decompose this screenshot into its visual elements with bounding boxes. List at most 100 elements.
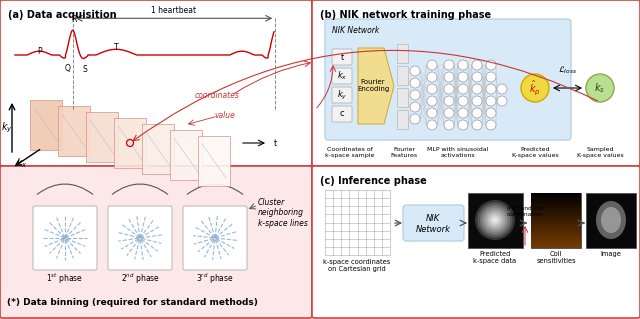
FancyBboxPatch shape <box>325 19 571 140</box>
Circle shape <box>486 72 496 82</box>
Bar <box>531 230 581 231</box>
FancyBboxPatch shape <box>332 49 352 65</box>
Circle shape <box>458 108 468 118</box>
Bar <box>531 194 581 195</box>
Circle shape <box>488 212 502 227</box>
Text: Fourier
Encoding: Fourier Encoding <box>357 79 389 93</box>
Bar <box>531 224 581 225</box>
Circle shape <box>458 120 468 130</box>
Circle shape <box>480 205 510 235</box>
Circle shape <box>486 84 496 94</box>
Text: Q: Q <box>65 63 70 72</box>
Bar <box>531 203 581 204</box>
Bar <box>531 219 581 220</box>
Text: $k_x$: $k_x$ <box>337 70 347 82</box>
Bar <box>531 234 581 235</box>
Text: Sampled
K-space values: Sampled K-space values <box>577 147 623 158</box>
Bar <box>531 239 581 240</box>
Bar <box>531 228 581 229</box>
Bar <box>531 223 581 224</box>
Circle shape <box>477 203 513 238</box>
Bar <box>531 214 581 215</box>
Bar <box>531 232 581 233</box>
Bar <box>531 241 581 242</box>
Text: c: c <box>340 109 344 118</box>
Text: P: P <box>37 48 42 56</box>
Bar <box>531 205 581 206</box>
Circle shape <box>444 120 454 130</box>
Circle shape <box>486 60 496 70</box>
Text: S: S <box>83 65 87 75</box>
Bar <box>531 242 581 243</box>
Bar <box>531 193 581 248</box>
FancyBboxPatch shape <box>0 166 312 318</box>
FancyBboxPatch shape <box>397 66 408 85</box>
Circle shape <box>586 74 614 102</box>
Text: coordinates: coordinates <box>195 91 240 100</box>
Bar <box>531 225 581 226</box>
Circle shape <box>410 102 420 112</box>
Polygon shape <box>86 112 118 162</box>
FancyBboxPatch shape <box>312 0 640 166</box>
FancyBboxPatch shape <box>312 166 640 318</box>
Circle shape <box>444 72 454 82</box>
Bar <box>531 197 581 198</box>
Circle shape <box>410 114 420 124</box>
Polygon shape <box>358 48 394 124</box>
FancyBboxPatch shape <box>183 206 247 270</box>
Circle shape <box>410 66 420 76</box>
Text: $k_x$: $k_x$ <box>16 156 28 170</box>
Bar <box>531 231 581 232</box>
Bar <box>586 193 636 248</box>
Bar <box>531 212 581 213</box>
Bar <box>531 247 581 248</box>
Bar <box>531 229 581 230</box>
Circle shape <box>427 96 437 106</box>
Bar <box>531 209 581 210</box>
Circle shape <box>427 60 437 70</box>
Text: t: t <box>274 138 277 147</box>
Text: value: value <box>214 110 236 120</box>
Text: 2$^{nd}$ phase: 2$^{nd}$ phase <box>120 272 159 286</box>
Text: k-space coordinates
on Cartesian grid: k-space coordinates on Cartesian grid <box>323 259 390 272</box>
Circle shape <box>497 84 507 94</box>
Text: 1 heartbeat: 1 heartbeat <box>152 6 196 15</box>
Circle shape <box>458 60 468 70</box>
FancyBboxPatch shape <box>403 205 464 241</box>
Text: 3$^{rd}$ phase: 3$^{rd}$ phase <box>196 272 234 286</box>
Bar <box>531 196 581 197</box>
Circle shape <box>458 72 468 82</box>
Circle shape <box>458 96 468 106</box>
Bar <box>531 211 581 212</box>
Circle shape <box>475 200 515 240</box>
FancyBboxPatch shape <box>332 106 352 122</box>
FancyBboxPatch shape <box>397 88 408 108</box>
Bar <box>531 226 581 227</box>
Bar <box>531 243 581 244</box>
Polygon shape <box>142 124 174 174</box>
Polygon shape <box>58 106 90 156</box>
Bar <box>531 240 581 241</box>
Circle shape <box>521 74 549 102</box>
Bar <box>531 201 581 202</box>
Text: (c) Inference phase: (c) Inference phase <box>320 176 427 186</box>
Circle shape <box>444 96 454 106</box>
Text: $k_s$: $k_s$ <box>595 81 605 95</box>
Bar <box>531 246 581 247</box>
FancyBboxPatch shape <box>397 44 408 63</box>
Text: R: R <box>71 15 76 24</box>
Text: $k_y$: $k_y$ <box>337 88 347 101</box>
Circle shape <box>472 108 482 118</box>
Text: $\mathcal{L}_{loss}$: $\mathcal{L}_{loss}$ <box>558 64 577 76</box>
Text: (a) Data acquisition: (a) Data acquisition <box>8 10 116 20</box>
Bar <box>468 193 523 248</box>
Circle shape <box>485 210 505 230</box>
Bar <box>531 236 581 237</box>
Text: Image: Image <box>600 251 621 257</box>
Bar <box>531 198 581 199</box>
Bar <box>531 227 581 228</box>
Circle shape <box>410 90 420 100</box>
Text: MLP with sinusoidal
activations: MLP with sinusoidal activations <box>428 147 489 158</box>
Bar <box>531 199 581 200</box>
FancyBboxPatch shape <box>0 0 312 166</box>
